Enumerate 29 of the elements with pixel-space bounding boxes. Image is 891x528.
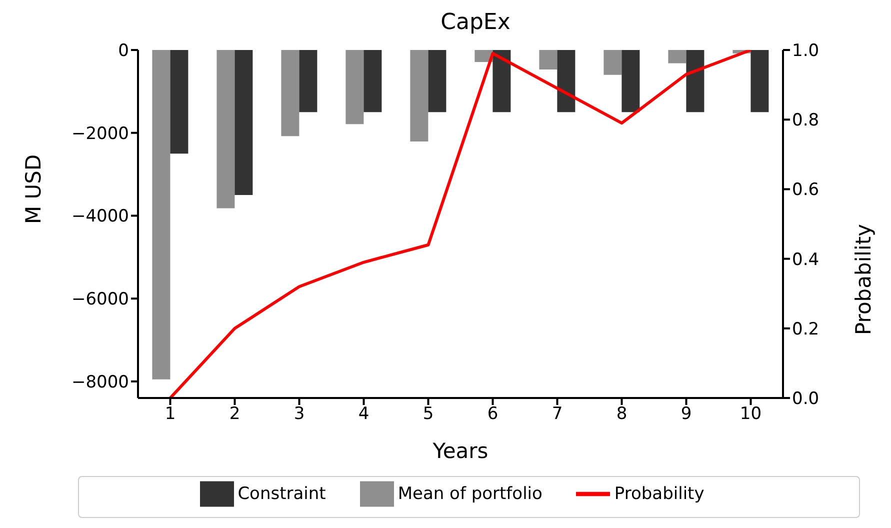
legend-label: Probability — [614, 484, 704, 504]
x-tick-label: 4 — [358, 404, 370, 424]
y2-tick-label: 0.6 — [792, 180, 820, 200]
x-tick-label: 10 — [740, 404, 762, 424]
x-tick-label: 2 — [229, 404, 240, 424]
x-tick-label: 8 — [616, 404, 628, 424]
y-tick-label: −6000 — [71, 290, 129, 310]
y-tick-label: −8000 — [71, 372, 129, 392]
y2-tick-label: 0.4 — [792, 250, 820, 270]
y-axis-title: M USD — [21, 154, 46, 224]
y-tick-label: −2000 — [71, 124, 129, 144]
y2-tick-label: 0.0 — [792, 389, 820, 410]
legend-label: Constraint — [238, 484, 326, 504]
chart-title: CapEx — [440, 9, 512, 37]
x-tick-label: 5 — [422, 404, 434, 424]
x-tick-label: 6 — [487, 404, 498, 424]
x-tick-label: 1 — [164, 404, 176, 424]
y-tick-label: 0 — [118, 41, 129, 62]
y-tick-label: −4000 — [71, 206, 129, 227]
x-tick-label: 7 — [552, 404, 563, 424]
x-tick-label: 9 — [680, 404, 692, 424]
y2-tick-label: 0.2 — [792, 319, 820, 340]
y2-tick-label: 1.0 — [792, 41, 820, 62]
x-axis-title: Years — [432, 439, 488, 463]
y2-tick-label: 0.8 — [792, 110, 820, 131]
y2-axis-title: Probability — [851, 224, 876, 336]
legend-label: Mean of portfolio — [398, 484, 542, 504]
line-series — [168, 50, 752, 398]
x-tick-label: 3 — [294, 404, 305, 424]
